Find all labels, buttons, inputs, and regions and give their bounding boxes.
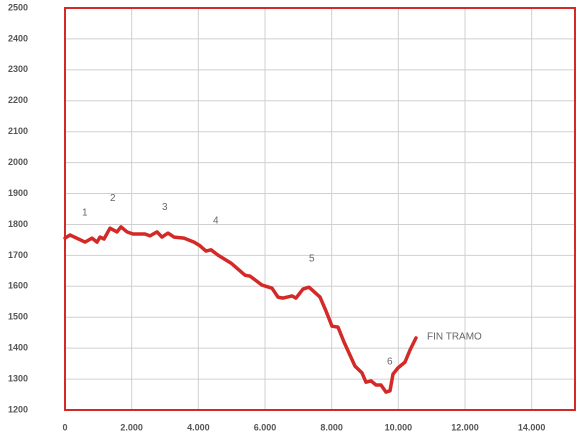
annotation: 3 [162, 202, 168, 213]
x-tick-label: 0 [62, 422, 67, 432]
x-tick-label: 14.000 [518, 422, 546, 432]
y-tick-label: 1600 [8, 281, 28, 291]
y-tick-label: 1500 [8, 312, 28, 322]
y-tick-label: 1700 [8, 250, 28, 260]
y-tick-label: 2400 [8, 33, 28, 43]
x-tick-label: 6.000 [254, 422, 277, 432]
y-tick-label: 2200 [8, 95, 28, 105]
x-tick-label: 8.000 [320, 422, 343, 432]
y-tick-label: 2500 [8, 2, 28, 12]
y-tick-label: 2000 [8, 157, 28, 167]
x-tick-label: 2.000 [120, 422, 143, 432]
x-tick-label: 12.000 [451, 422, 479, 432]
x-tick-label: 4.000 [187, 422, 210, 432]
y-tick-label: 2100 [8, 126, 28, 136]
annotation: FIN TRAMO [427, 332, 482, 343]
annotation: 1 [82, 208, 88, 219]
line [63, 225, 418, 394]
y-tick-label: 1800 [8, 219, 28, 229]
y-tick-label: 1300 [8, 373, 28, 383]
y-tick-label: 2300 [8, 64, 28, 74]
y-tick-label: 1900 [8, 188, 28, 198]
annotation: 5 [309, 254, 315, 265]
x-tick-label: 10.000 [385, 422, 413, 432]
annotation: 6 [387, 357, 393, 368]
y-tick-label: 1400 [8, 343, 28, 353]
plot-frame [64, 7, 576, 411]
annotation: 4 [213, 216, 219, 227]
annotation: 2 [110, 193, 116, 204]
y-tick-label: 1200 [8, 404, 28, 414]
